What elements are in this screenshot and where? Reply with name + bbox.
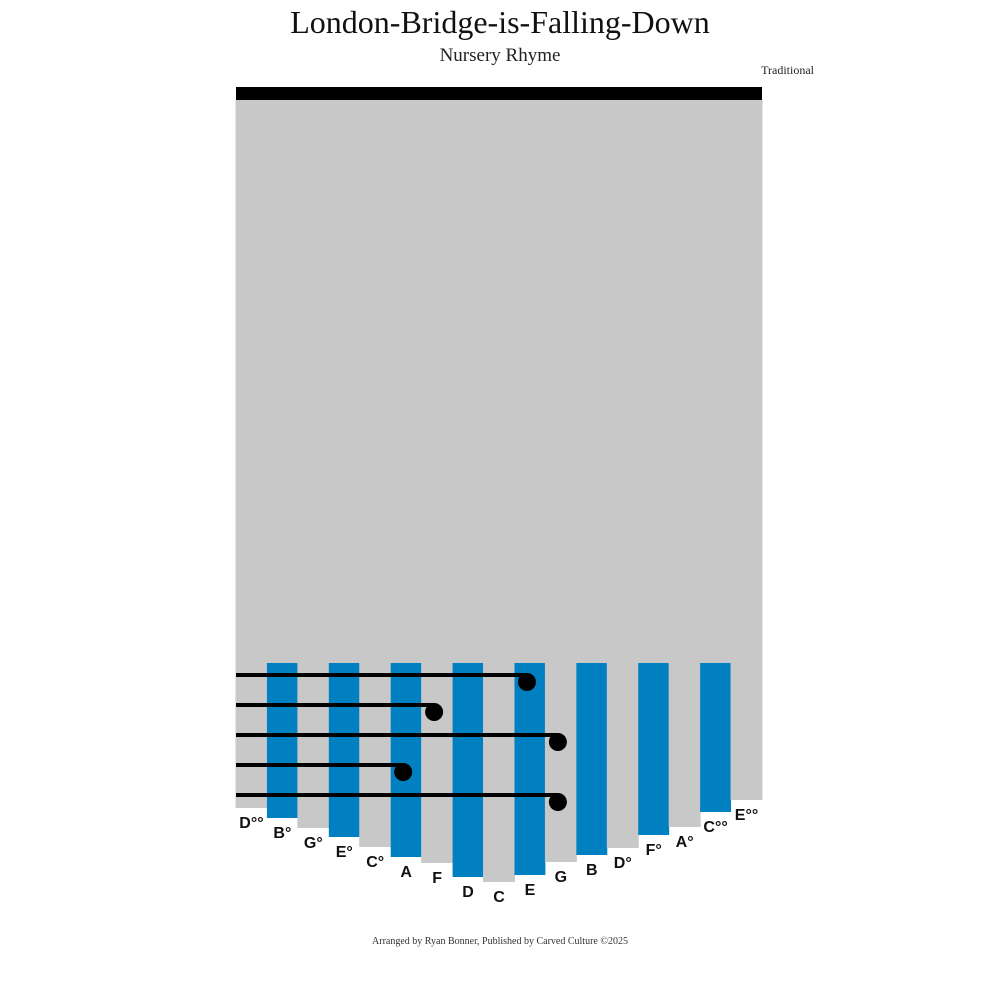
tine-label: D xyxy=(462,884,474,901)
footer-credit: Arranged by Ryan Bonner, Published by Ca… xyxy=(372,936,628,947)
tine-label: E° xyxy=(336,844,353,861)
tine-16 xyxy=(730,100,763,800)
tine-2 xyxy=(297,100,330,828)
tine-label: B° xyxy=(273,825,291,842)
tine-7 xyxy=(452,663,484,877)
tine-bg-13 xyxy=(637,100,670,663)
tine-15 xyxy=(700,663,732,812)
tine-bg-7 xyxy=(452,100,485,663)
tine-6 xyxy=(421,100,454,863)
note-F xyxy=(425,703,444,721)
composer: Traditional xyxy=(761,63,814,77)
tine-bg-11 xyxy=(575,100,608,663)
note-G xyxy=(548,793,567,811)
tine-0 xyxy=(235,100,268,808)
tine-bg-3 xyxy=(328,100,361,663)
tine-bg-9 xyxy=(513,100,546,663)
tine-1 xyxy=(266,663,298,818)
tine-label: F° xyxy=(646,842,662,859)
tine-13 xyxy=(638,663,670,835)
tine-label: E xyxy=(525,882,536,899)
tine-8 xyxy=(483,100,515,882)
tine-12 xyxy=(606,100,639,848)
note-E xyxy=(517,673,536,691)
note-A xyxy=(394,763,413,781)
song-subtitle: Nursery Rhyme xyxy=(439,45,561,66)
tine-9 xyxy=(514,663,546,875)
tine-3 xyxy=(328,663,360,837)
tine-label: D°° xyxy=(239,815,263,832)
tine-label: G° xyxy=(304,835,323,852)
tine-5 xyxy=(390,663,422,857)
tine-14 xyxy=(668,100,701,827)
tine-label: A xyxy=(400,864,412,881)
bridge-bar xyxy=(236,87,762,100)
tine-label: C°° xyxy=(703,819,727,836)
tine-bg-15 xyxy=(699,100,732,663)
tine-bg-1 xyxy=(266,100,299,663)
tine-11 xyxy=(576,663,608,855)
tine-4 xyxy=(359,100,392,847)
tine-bg-5 xyxy=(390,100,423,663)
tine-label: A° xyxy=(676,834,694,851)
tine-label: G xyxy=(555,869,567,886)
tine-label: F xyxy=(432,870,442,887)
song-title: London-Bridge-is-Falling-Down xyxy=(290,4,710,40)
tine-label: D° xyxy=(614,855,632,872)
tine-label: C xyxy=(493,889,505,906)
tine-label: E°° xyxy=(735,807,758,824)
tine-label: C° xyxy=(366,854,384,871)
tine-label: B xyxy=(586,862,598,879)
note-G xyxy=(548,733,567,751)
